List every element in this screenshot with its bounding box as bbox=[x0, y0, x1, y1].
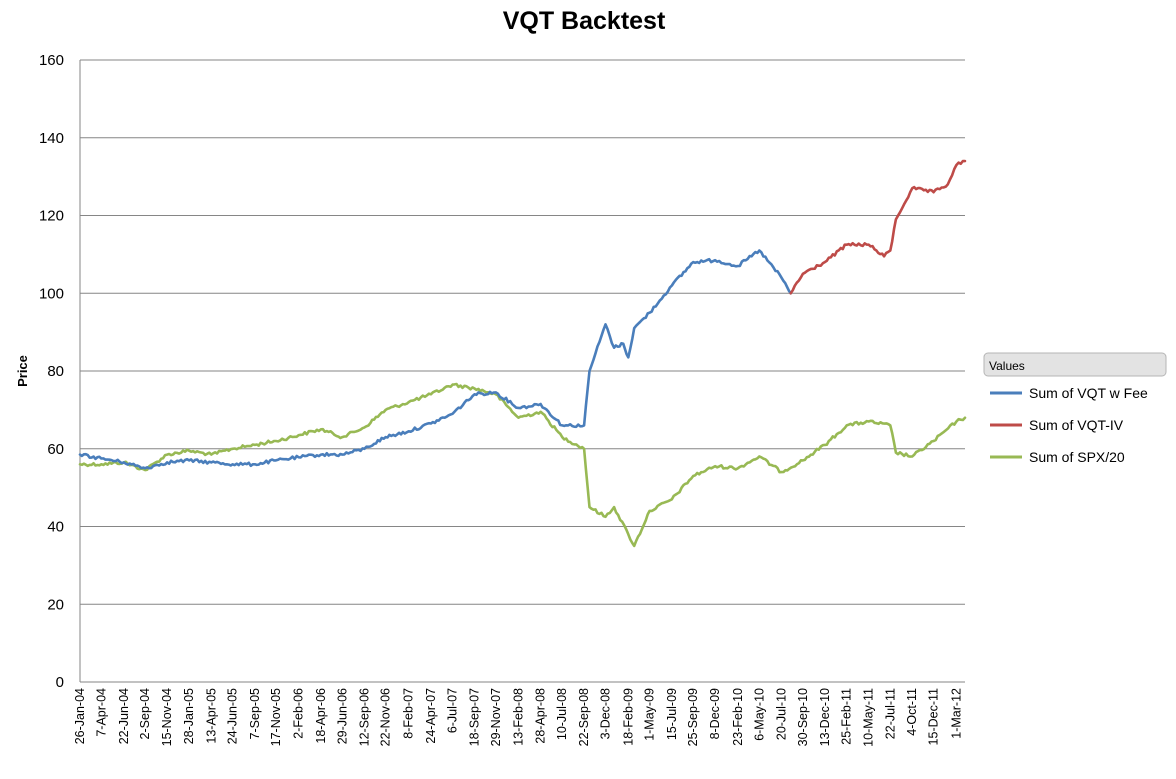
legend-header: Values bbox=[989, 359, 1025, 373]
x-tick-label: 29-Jun-06 bbox=[335, 688, 349, 744]
x-tick-label: 6-Jul-07 bbox=[446, 688, 460, 733]
y-tick-label: 40 bbox=[47, 519, 64, 536]
x-tick-label: 22-Jun-04 bbox=[117, 688, 131, 744]
y-axis-label: Price bbox=[15, 355, 30, 387]
x-tick-label: 6-May-10 bbox=[752, 688, 766, 741]
y-tick-label: 160 bbox=[39, 52, 64, 69]
y-tick-label: 120 bbox=[39, 208, 64, 225]
x-tick-label: 24-Apr-07 bbox=[424, 688, 438, 744]
series-lines bbox=[78, 159, 967, 548]
x-tick-labels: 26-Jan-04 7-Apr-04 22-Jun-04 2-Sep-04 15-Nov… bbox=[73, 688, 963, 747]
x-tick-label: 22-Jul-11 bbox=[883, 688, 897, 739]
x-tick-label: 18-Apr-06 bbox=[314, 688, 328, 744]
chart-title: VQT Backtest bbox=[503, 7, 666, 35]
x-tick-label: 4-Oct-11 bbox=[905, 688, 919, 736]
x-tick-label: 13-Apr-05 bbox=[204, 688, 218, 744]
x-tick-label: 28-Jan-05 bbox=[182, 688, 196, 744]
x-tick-label: 2-Sep-04 bbox=[138, 688, 152, 739]
x-tick-label: 25-Feb-11 bbox=[840, 688, 854, 745]
x-tick-label: 24-Jun-05 bbox=[226, 688, 240, 744]
y-tick-labels: 0 20 40 60 80 100 120 140 160 bbox=[39, 52, 64, 691]
x-tick-label: 13-Dec-10 bbox=[818, 688, 832, 746]
x-tick-label: 20-Jul-10 bbox=[775, 688, 789, 740]
legend-label: Sum of VQT w Fee bbox=[1029, 385, 1148, 401]
legend-header-box[interactable] bbox=[983, 352, 1167, 377]
x-tick-label: 15-Nov-04 bbox=[160, 688, 174, 746]
x-tick-label: 22-Nov-06 bbox=[379, 688, 393, 746]
y-tick-label: 20 bbox=[47, 596, 64, 613]
x-tick-label: 26-Jan-04 bbox=[73, 688, 87, 744]
x-tick-label: 7-Sep-05 bbox=[248, 688, 262, 739]
series-line-1 bbox=[789, 159, 967, 295]
x-tick-label: 15-Dec-11 bbox=[927, 688, 941, 745]
x-tick-label: 17-Nov-05 bbox=[269, 688, 283, 746]
x-tick-label: 10-May-11 bbox=[862, 688, 876, 747]
x-tick-label: 12-Sep-06 bbox=[358, 688, 372, 746]
legend-label: Sum of SPX/20 bbox=[1029, 449, 1125, 465]
y-tick-label: 140 bbox=[39, 130, 64, 147]
y-tick-label: 60 bbox=[47, 441, 64, 458]
gridlines bbox=[80, 59, 965, 605]
series-line-2 bbox=[78, 382, 967, 548]
y-tick-label: 100 bbox=[39, 285, 64, 302]
x-tick-label: 8-Feb-07 bbox=[402, 688, 416, 739]
x-tick-label: 13-Feb-08 bbox=[511, 688, 525, 746]
legend-label: Sum of VQT-IV bbox=[1029, 417, 1124, 433]
x-tick-label: 10-Jul-08 bbox=[555, 688, 569, 740]
x-tick-label: 1-May-09 bbox=[643, 688, 657, 741]
x-tick-label: 29-Nov-07 bbox=[489, 688, 503, 746]
x-tick-label: 30-Sep-10 bbox=[796, 688, 810, 746]
x-tick-label: 2-Feb-06 bbox=[292, 688, 306, 739]
x-tick-label: 1-Mar-12 bbox=[949, 688, 963, 739]
x-tick-label: 28-Apr-08 bbox=[534, 688, 548, 744]
x-tick-label: 18-Sep-07 bbox=[467, 688, 481, 746]
y-tick-label: 80 bbox=[47, 363, 64, 380]
x-tick-label: 23-Feb-10 bbox=[731, 688, 745, 746]
x-tick-label: 22-Sep-08 bbox=[577, 688, 591, 746]
x-tick-label: 15-Jul-09 bbox=[665, 688, 679, 740]
legend-items: Sum of VQT w Fee Sum of VQT-IV Sum of SPX/… bbox=[990, 385, 1148, 465]
y-tick-label: 0 bbox=[56, 674, 64, 691]
x-tick-label: 3-Dec-08 bbox=[598, 688, 612, 739]
x-tick-label: 7-Apr-04 bbox=[94, 688, 108, 737]
series-line-0 bbox=[78, 249, 792, 470]
x-tick-label: 8-Dec-09 bbox=[708, 688, 722, 739]
x-tick-label: 25-Sep-09 bbox=[686, 688, 700, 746]
x-tick-label: 18-Feb-09 bbox=[621, 688, 635, 746]
axes bbox=[79, 60, 965, 683]
